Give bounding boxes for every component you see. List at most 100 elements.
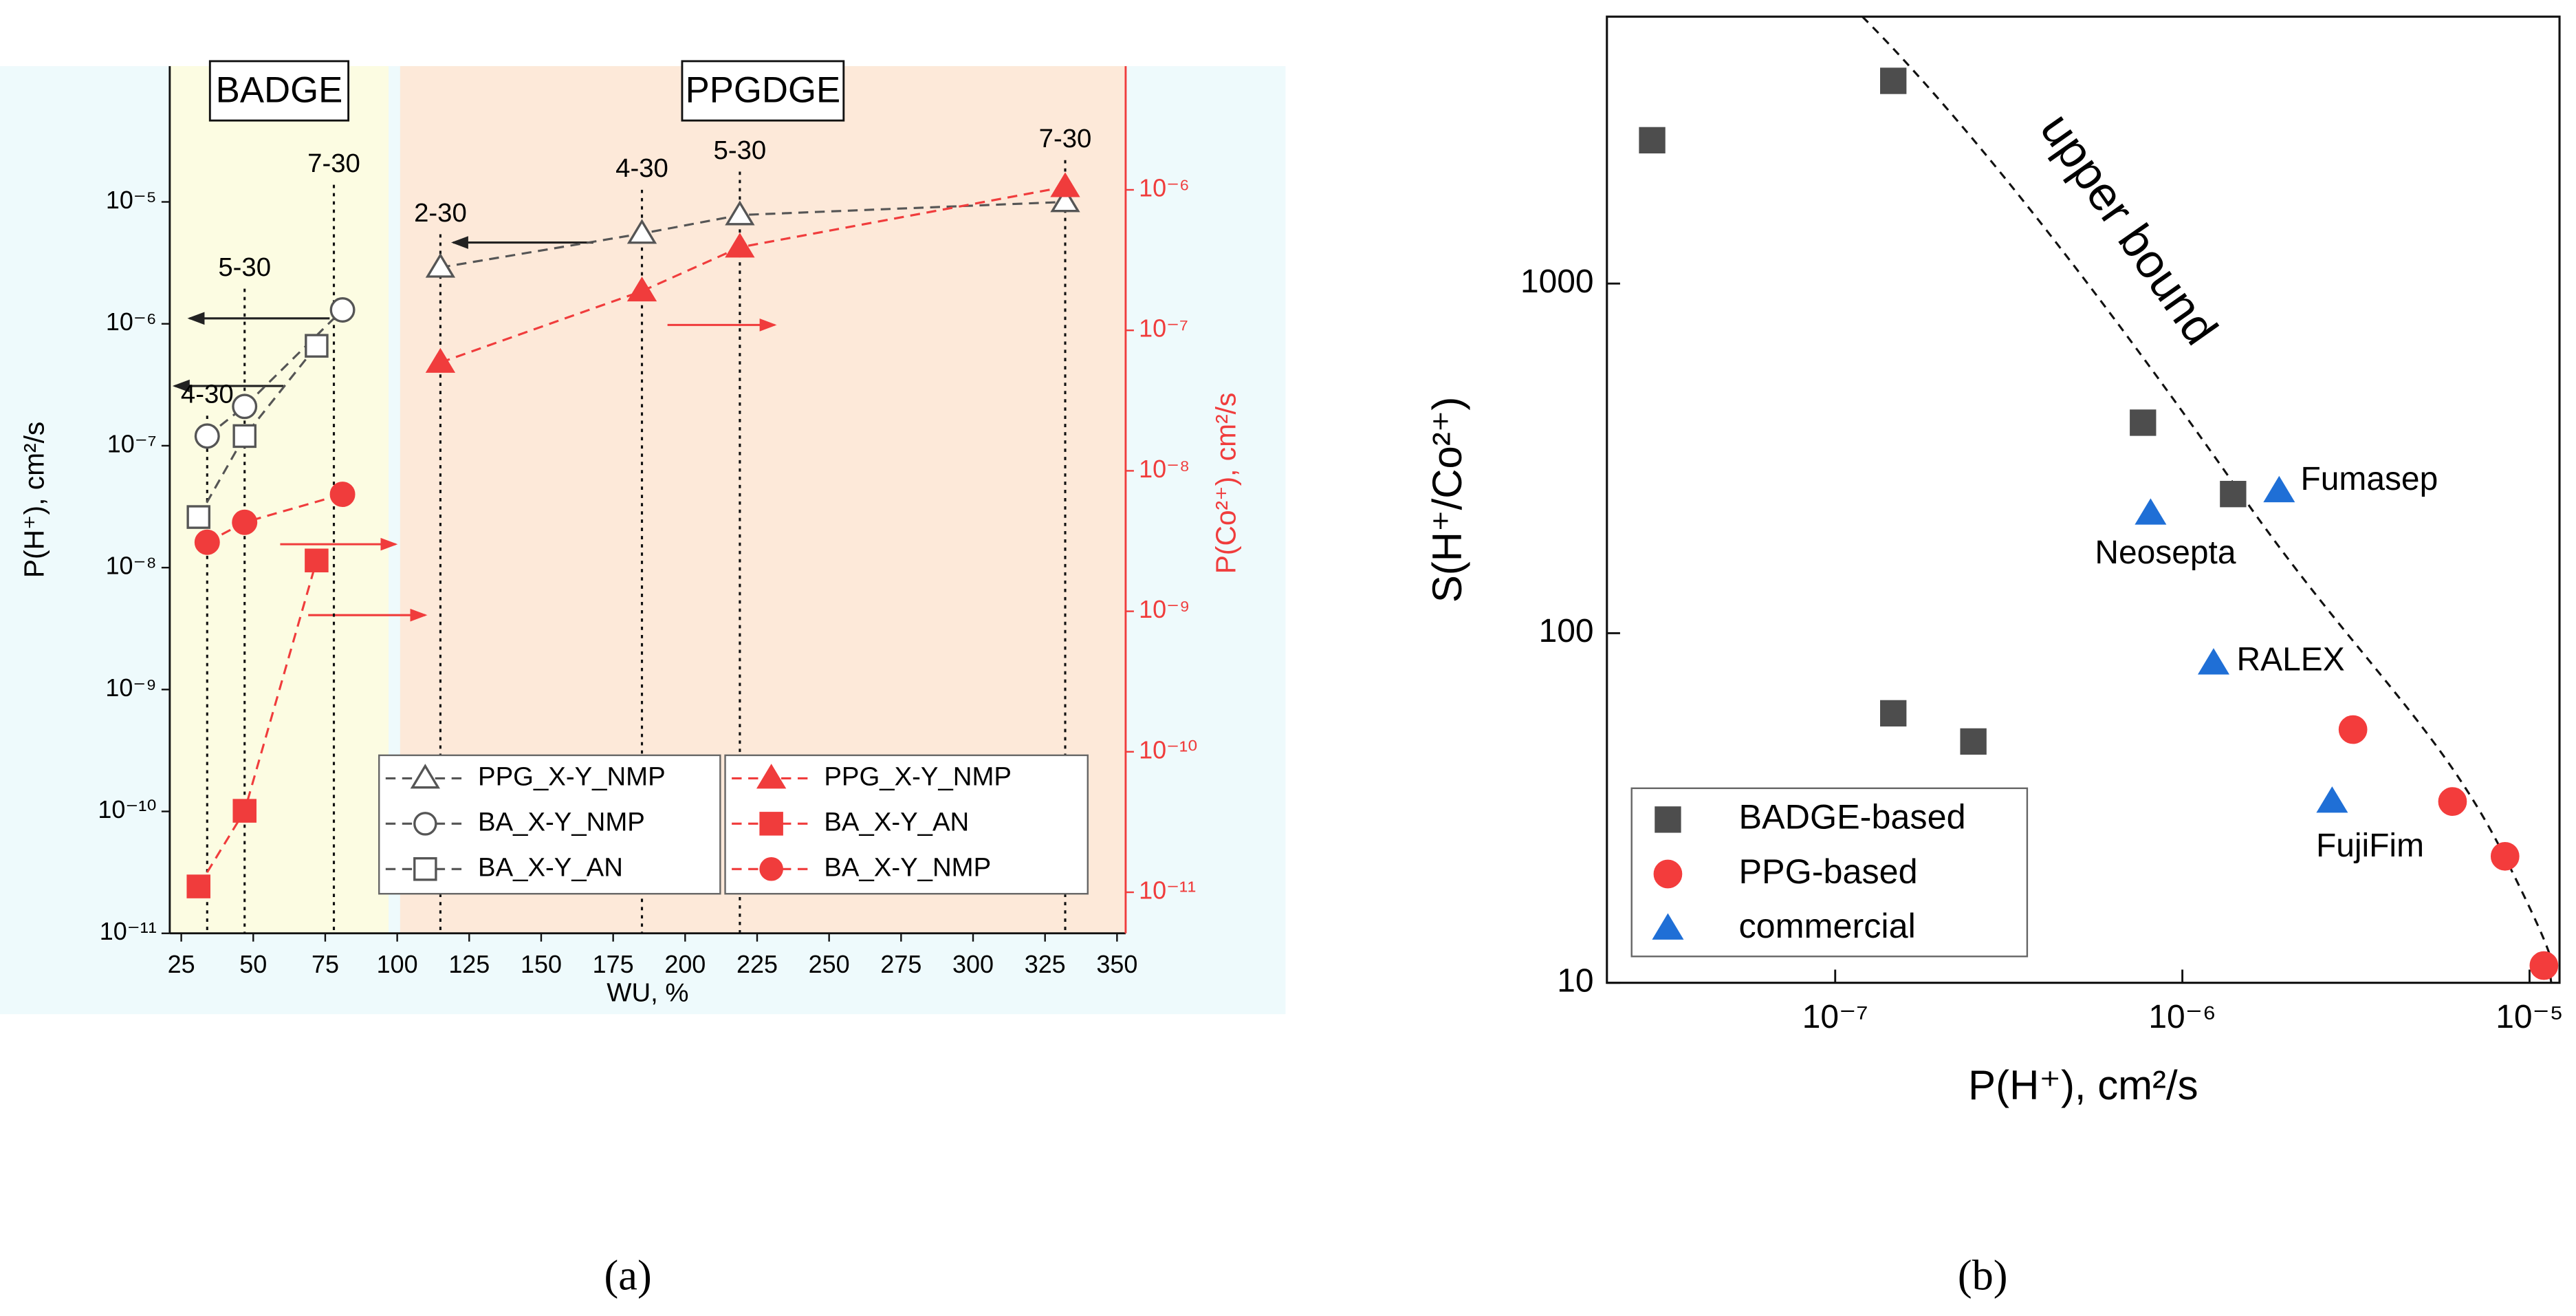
marker <box>194 423 220 449</box>
marker <box>2529 951 2559 980</box>
marker <box>232 424 256 449</box>
legend-label: commercial <box>1738 906 1915 945</box>
marker <box>425 347 456 373</box>
legend-label: PPG_X-Y_NMP <box>824 762 1012 792</box>
y2-tick-label: 10⁻¹⁰ <box>1139 735 1197 764</box>
marker <box>626 219 657 244</box>
y2-tick-label: 10⁻⁷ <box>1139 314 1188 343</box>
marker <box>232 799 256 823</box>
x-tick-label: 125 <box>448 950 490 978</box>
annotation: 4-30 <box>615 153 668 183</box>
series-line <box>197 345 318 518</box>
x-tick-label: 350 <box>1096 950 1137 978</box>
marker <box>2263 475 2295 503</box>
series-line <box>439 186 1066 364</box>
annotation: 4-30 <box>181 380 234 409</box>
marker <box>1880 67 1907 94</box>
marker <box>194 529 220 555</box>
y2-tick-label: 10⁻⁶ <box>1139 173 1190 202</box>
y2-tick-label: 10⁻⁸ <box>1139 455 1190 483</box>
marker <box>2197 648 2229 675</box>
legend-label: BA_X-Y_NMP <box>824 852 991 882</box>
marker <box>725 200 755 226</box>
y-tick-label: 10⁻¹⁰ <box>98 795 156 823</box>
marker <box>626 277 657 302</box>
x-tick-label: 250 <box>809 950 850 978</box>
marker <box>1050 187 1080 213</box>
legend-label: PPG-based <box>1738 852 1917 891</box>
y2-tick-label: 10⁻¹¹ <box>1139 876 1196 905</box>
marker <box>305 548 329 572</box>
marker <box>232 509 258 535</box>
y-tick-label: 10⁻⁵ <box>106 186 157 214</box>
marker <box>1653 859 1683 889</box>
x-tick-label: 10⁻⁶ <box>2148 999 2216 1035</box>
y-tick-label: 10⁻⁹ <box>105 673 156 702</box>
x-axis-label: P(H⁺), cm²/s <box>1968 1062 2198 1108</box>
y-tick-label: 10⁻⁸ <box>106 552 157 580</box>
annotation: 2-30 <box>414 198 467 228</box>
marker <box>413 857 437 881</box>
region <box>169 66 389 934</box>
x-axis-label: WU, % <box>607 978 688 1008</box>
marker <box>305 334 329 358</box>
point-label: Fumasep <box>2300 461 2438 497</box>
series-line <box>440 200 1066 269</box>
marker <box>425 252 456 278</box>
annotation: 5-30 <box>218 252 271 282</box>
x-tick-label: 10⁻⁷ <box>1802 999 1868 1035</box>
y-tick-label: 1000 <box>1520 263 1594 300</box>
marker <box>1639 127 1666 154</box>
marker <box>1652 913 1684 940</box>
marker <box>2490 841 2520 871</box>
marker <box>2135 498 2167 525</box>
marker <box>413 812 437 836</box>
marker <box>1655 806 1681 833</box>
y-tick-label: 100 <box>1539 613 1594 649</box>
y-axis-label: P(H⁺), cm²/s <box>18 422 50 578</box>
point-label: RALEX <box>2237 641 2345 678</box>
y2-axis-label: P(Co²⁺), cm²/s <box>1210 393 1241 574</box>
y-axis-label: S(H⁺/Co²⁺) <box>1424 397 1470 603</box>
marker <box>1050 172 1080 197</box>
plot-frame <box>1606 15 2561 984</box>
marker <box>410 764 440 789</box>
marker <box>329 482 356 508</box>
x-tick-label: 25 <box>168 950 195 978</box>
marker <box>186 505 210 529</box>
x-tick-label: 300 <box>952 950 994 978</box>
y-tick-label: 10⁻¹¹ <box>100 917 157 945</box>
y-tick-label: 10⁻⁶ <box>106 308 157 336</box>
marker <box>725 233 755 258</box>
x-tick-label: 200 <box>664 950 706 978</box>
region-label: PPGDGE <box>686 69 841 110</box>
marker <box>2438 787 2467 816</box>
x-tick-label: 75 <box>312 950 339 978</box>
annotation: 7-30 <box>1039 124 1092 153</box>
y-tick-label: 10⁻⁷ <box>107 429 157 457</box>
marker <box>186 874 210 898</box>
x-tick-label: 50 <box>239 950 267 978</box>
legend-box <box>1630 787 2029 958</box>
annotation: upper bound <box>2030 103 2228 354</box>
marker <box>232 393 258 420</box>
marker <box>756 764 787 789</box>
marker <box>329 297 356 323</box>
marker <box>1880 700 1907 727</box>
legend-label: BA_X-Y_NMP <box>478 807 645 837</box>
marker <box>2338 715 2368 744</box>
x-tick-label: 325 <box>1025 950 1066 978</box>
x-tick-label: 10⁻⁵ <box>2496 999 2563 1035</box>
x-tick-label: 225 <box>736 950 778 978</box>
region-label-box <box>208 60 350 122</box>
marker <box>2220 480 2247 508</box>
panel-label: (b) <box>1958 1251 2008 1299</box>
marker <box>1960 728 1987 755</box>
legend-label: PPG_X-Y_NMP <box>478 762 666 792</box>
region-label-box <box>681 60 845 122</box>
marker <box>759 812 783 836</box>
x-tick-label: 175 <box>593 950 634 978</box>
marker <box>759 857 783 881</box>
upper-bound-curve <box>1862 16 2553 983</box>
